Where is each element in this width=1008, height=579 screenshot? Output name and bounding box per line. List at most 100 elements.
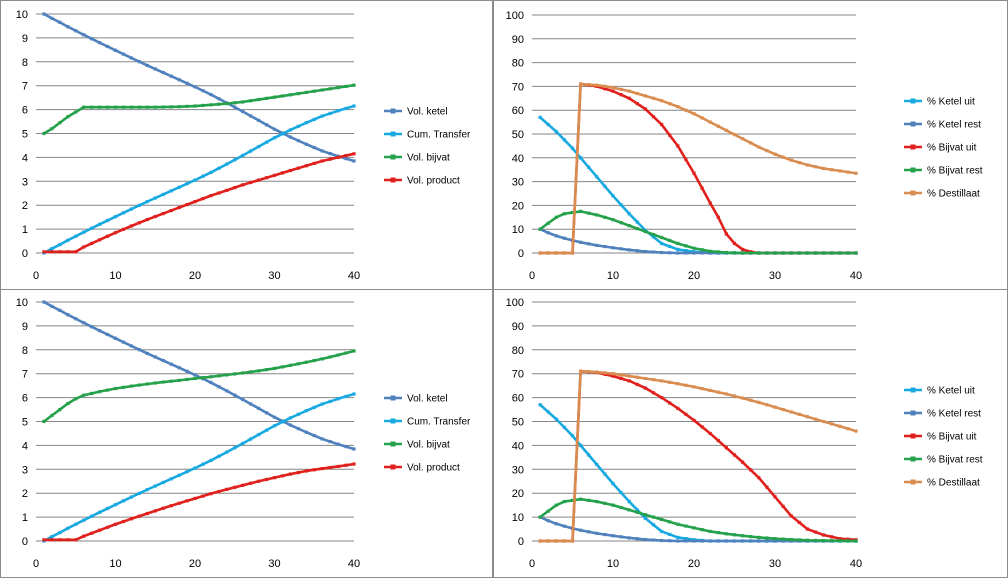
data-point bbox=[344, 444, 348, 449]
data-point bbox=[676, 105, 680, 109]
data-point bbox=[724, 446, 728, 450]
data-point bbox=[643, 107, 647, 111]
data-point bbox=[676, 522, 680, 526]
data-point bbox=[765, 485, 769, 489]
legend-marker bbox=[910, 144, 916, 150]
data-point bbox=[651, 235, 656, 239]
data-point bbox=[98, 41, 102, 45]
data-point bbox=[668, 251, 672, 255]
data-point bbox=[676, 247, 680, 252]
data-point bbox=[193, 466, 197, 470]
y-tick-label: 100 bbox=[506, 10, 524, 22]
data-point bbox=[554, 215, 558, 219]
data-point bbox=[611, 89, 615, 93]
data-point bbox=[225, 162, 229, 166]
data-point bbox=[854, 171, 858, 175]
x-tick-label: 10 bbox=[607, 558, 619, 570]
data-point bbox=[82, 245, 86, 249]
data-point bbox=[846, 427, 850, 431]
data-point bbox=[611, 482, 615, 486]
data-point bbox=[643, 386, 647, 390]
data-point bbox=[546, 410, 550, 414]
data-point bbox=[822, 251, 826, 255]
data-point bbox=[209, 380, 213, 385]
data-point bbox=[603, 532, 607, 537]
series-line bbox=[539, 210, 856, 255]
data-point bbox=[676, 382, 680, 386]
y-tick-label: 60 bbox=[512, 105, 524, 117]
data-point bbox=[272, 136, 277, 140]
data-point bbox=[676, 251, 680, 255]
data-point bbox=[668, 539, 672, 543]
data-point bbox=[209, 103, 213, 107]
data-point bbox=[757, 400, 761, 404]
data-point bbox=[765, 403, 769, 407]
data-point bbox=[757, 145, 761, 149]
data-point bbox=[320, 466, 324, 471]
data-point bbox=[249, 437, 253, 441]
data-point bbox=[113, 522, 118, 526]
data-point bbox=[209, 194, 213, 198]
data-point bbox=[336, 353, 340, 357]
series-line bbox=[43, 462, 355, 542]
data-point bbox=[741, 534, 745, 538]
data-point bbox=[700, 186, 704, 190]
data-point bbox=[304, 469, 308, 473]
data-point bbox=[660, 396, 664, 400]
data-point bbox=[90, 531, 94, 535]
data-point bbox=[177, 366, 181, 370]
data-point bbox=[676, 144, 680, 148]
x-tick-label: 30 bbox=[769, 270, 781, 282]
data-point bbox=[668, 401, 672, 405]
data-point bbox=[129, 517, 133, 521]
y-tick-label: 20 bbox=[512, 200, 524, 212]
legend-marker bbox=[910, 190, 916, 196]
data-point bbox=[161, 480, 165, 485]
data-point bbox=[137, 383, 141, 387]
data-point bbox=[249, 481, 253, 485]
data-point bbox=[66, 538, 70, 542]
data-point bbox=[58, 538, 62, 542]
data-point bbox=[296, 166, 300, 170]
data-point bbox=[619, 376, 623, 381]
legend-marker bbox=[390, 395, 396, 401]
data-point bbox=[700, 116, 704, 120]
data-point bbox=[185, 499, 189, 503]
data-point bbox=[288, 135, 292, 139]
data-point bbox=[74, 538, 78, 542]
legend-marker bbox=[910, 433, 916, 439]
data-point bbox=[328, 355, 332, 359]
data-point bbox=[296, 412, 300, 416]
series-line bbox=[43, 392, 355, 543]
data-point bbox=[643, 513, 647, 517]
data-point bbox=[611, 534, 615, 538]
data-point bbox=[830, 539, 834, 543]
legend-label: Vol. bijvat bbox=[407, 153, 450, 164]
y-tick-label: 60 bbox=[512, 393, 524, 405]
data-point bbox=[773, 152, 777, 156]
data-point bbox=[579, 497, 583, 501]
series-line bbox=[43, 300, 355, 451]
data-point bbox=[570, 434, 575, 438]
data-point bbox=[741, 539, 745, 543]
data-point bbox=[611, 503, 615, 507]
data-point bbox=[288, 472, 292, 476]
data-point bbox=[217, 454, 221, 458]
series-line bbox=[43, 12, 355, 163]
data-point bbox=[241, 109, 245, 114]
data-point bbox=[724, 250, 728, 255]
data-point bbox=[635, 375, 639, 379]
data-point bbox=[185, 182, 189, 186]
data-point bbox=[225, 487, 229, 491]
data-point bbox=[217, 166, 221, 170]
y-tick-label: 0 bbox=[518, 536, 524, 548]
data-point bbox=[716, 531, 720, 535]
legend-marker bbox=[910, 387, 916, 393]
data-point bbox=[185, 203, 189, 207]
data-point bbox=[838, 537, 842, 541]
data-point bbox=[66, 401, 70, 406]
data-point bbox=[603, 501, 607, 505]
data-point bbox=[684, 108, 688, 112]
data-point bbox=[562, 425, 566, 430]
data-point bbox=[619, 87, 623, 91]
